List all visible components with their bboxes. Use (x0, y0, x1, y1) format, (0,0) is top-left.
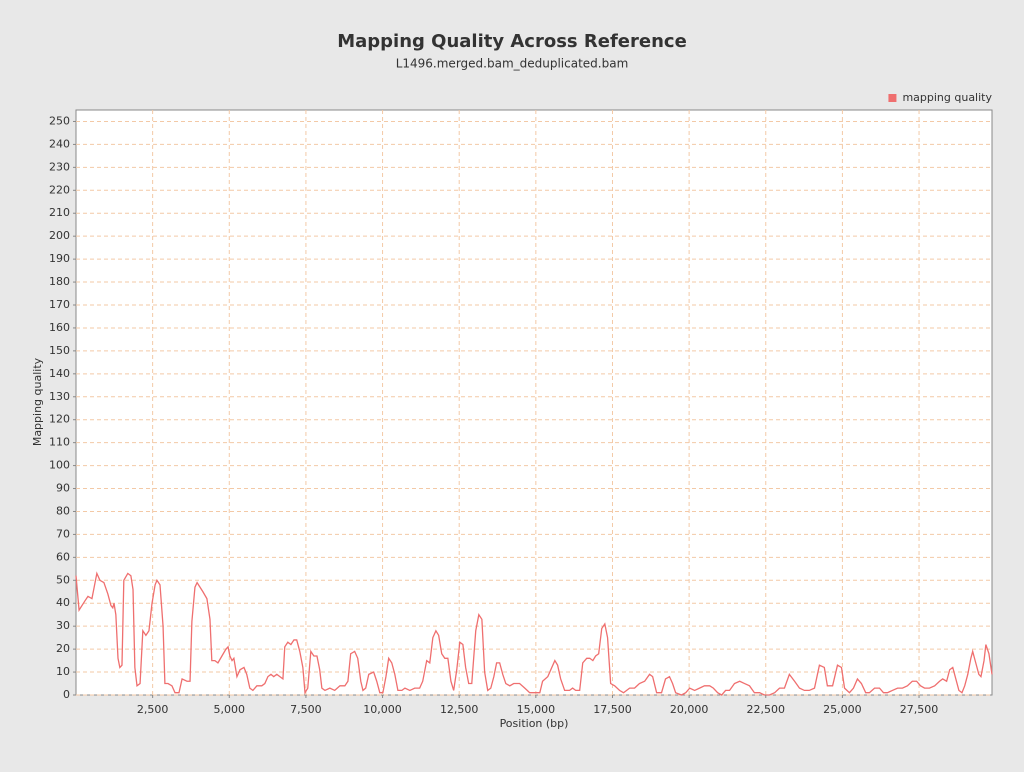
y-tick-label: 100 (49, 459, 70, 472)
x-tick-label: 7,500 (290, 703, 322, 716)
chart-subtitle: L1496.merged.bam_deduplicated.bam (396, 57, 629, 71)
y-tick-label: 10 (56, 665, 70, 678)
y-tick-label: 220 (49, 183, 70, 196)
y-tick-label: 60 (56, 550, 70, 563)
x-tick-label: 22,500 (747, 703, 786, 716)
grid (76, 110, 992, 696)
y-tick-label: 50 (56, 573, 70, 586)
y-axis-label: Mapping quality (31, 357, 44, 446)
y-tick-label: 40 (56, 596, 70, 609)
x-tick-label: 15,000 (517, 703, 556, 716)
y-tick-label: 190 (49, 252, 70, 265)
y-tick-label: 140 (49, 367, 70, 380)
y-tick-label: 120 (49, 413, 70, 426)
y-tick-label: 170 (49, 298, 70, 311)
y-tick-label: 130 (49, 390, 70, 403)
y-tick-label: 210 (49, 206, 70, 219)
x-tick-label: 27,500 (900, 703, 939, 716)
y-tick-label: 0 (63, 688, 70, 701)
y-tick-label: 30 (56, 619, 70, 632)
x-tick-label: 20,000 (670, 703, 709, 716)
y-tick-label: 150 (49, 344, 70, 357)
data-line (75, 571, 993, 696)
y-tick-label: 250 (49, 114, 70, 127)
y-tick-label: 160 (49, 321, 70, 334)
marks (75, 571, 993, 696)
y-tick-label: 70 (56, 527, 70, 540)
y-tick-label: 20 (56, 642, 70, 655)
legend-label: mapping quality (902, 91, 992, 104)
y-tick-label: 80 (56, 504, 70, 517)
x-tick-label: 2,500 (137, 703, 169, 716)
x-tick-label: 25,000 (823, 703, 862, 716)
x-tick-label: 12,500 (440, 703, 479, 716)
y-tick-label: 110 (49, 436, 70, 449)
legend-swatch (888, 94, 897, 102)
y-tick-label: 240 (49, 137, 70, 150)
x-tick-label: 10,000 (363, 703, 402, 716)
chart-title: Mapping Quality Across Reference (337, 31, 687, 52)
y-tick-label: 230 (49, 160, 70, 173)
y-tick-label: 180 (49, 275, 70, 288)
plot-area (75, 109, 993, 696)
x-tick-label: 5,000 (214, 703, 246, 716)
x-tick-label: 17,500 (593, 703, 632, 716)
y-tick-label: 90 (56, 482, 70, 495)
x-axis-label: Position (bp) (500, 717, 569, 730)
y-tick-label: 200 (49, 229, 70, 242)
